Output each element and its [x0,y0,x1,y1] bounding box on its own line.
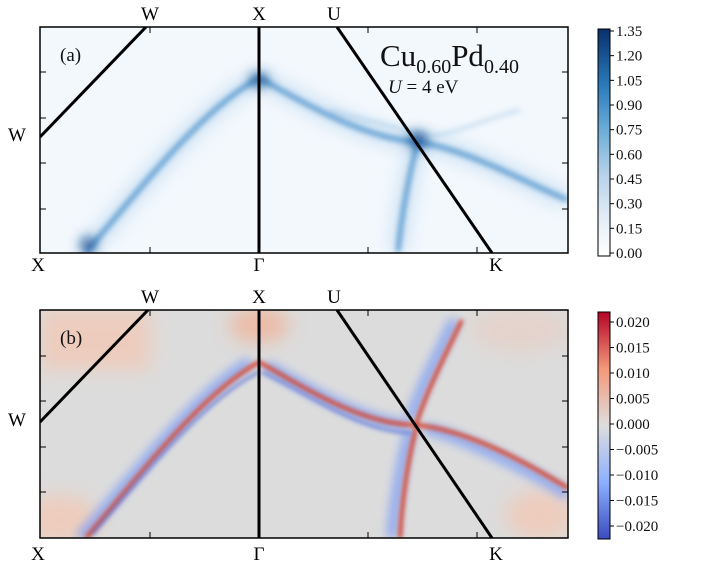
colorbar-b-tick-label: −0.005 [616,443,658,459]
panel-b-label: (b) [60,328,82,349]
kpoint-top-u: U [327,287,341,308]
colorbar-a-tick-label: 0.00 [616,246,642,262]
path-line-u-k [335,310,494,538]
difference-band [398,427,418,538]
colorbar-b-tick-label: 0.005 [616,392,650,408]
kpoint-left-w: W [8,410,26,431]
colorbar-b-tick-label: 0.015 [616,341,650,357]
kpoint-bottom-k: K [489,255,503,276]
band-line [258,76,419,144]
composition-label: Cu0.60Pd0.40 [380,38,519,78]
colorbar-b-gradient [597,311,611,540]
kpoint-bottom-gamma: Γ [254,544,265,565]
panel-a-label: (a) [60,45,81,66]
kpoint-bottom-gamma: Γ [254,255,265,276]
colorbar-a-tick-label: 0.30 [616,197,642,213]
colorbar-a-tick-label: 1.35 [616,24,642,40]
difference-band [414,319,464,426]
difference-band [258,360,417,427]
kpoint-left-w: W [8,125,26,146]
band-line [396,141,420,253]
panel-b-difference-map [40,310,568,538]
kpoint-bottom-x: X [31,544,45,565]
colorbar-b-tick-label: −0.015 [616,494,658,510]
panel-a-background [40,27,568,253]
colorbar-a-tick-label: 0.15 [616,221,642,237]
colorbar-a-tick-label: 0.75 [616,123,642,139]
colorbar-a-tick-label: 0.45 [616,172,642,188]
panel-b-frame [39,309,569,539]
colorbar-b: 0.020 0.015 0.010 0.005 0.000 −0.005 −0.010 −0.… [597,311,658,540]
band-line [84,76,260,253]
panel-a-ticks [40,27,568,253]
kpoint-top-u: U [327,4,341,25]
colorbar-a: 1.35 1.20 1.05 0.90 0.75 0.60 0.45 0.30 0.15 0.00 [597,24,642,262]
band-line [417,140,568,202]
difference-band [84,360,260,538]
panel-a: (a) Cu0.60Pd0.40 U = 4 eV W X U X Γ K W [8,4,569,276]
kpoint-top-x: X [252,4,266,25]
difference-band [415,423,568,490]
colorbar-b-tick-label: 0.000 [616,417,650,433]
colorbar-a-tick-label: 0.90 [616,98,642,114]
interaction-label: U = 4 eV [388,77,459,98]
kpoint-top-w: W [141,4,159,25]
kpoint-top-x: X [252,287,266,308]
panel-a-frame [39,26,569,254]
colorbar-a-gradient [597,28,611,257]
path-line-w-w [40,27,148,139]
path-line-u-k [335,27,494,253]
colorbar-a-tick-label: 1.05 [616,73,642,89]
colorbar-b-tick-label: 0.020 [616,315,650,331]
colorbar-b-tick-label: −0.020 [616,519,658,535]
kpoint-bottom-k: K [489,544,503,565]
panel-b-ticks [40,310,568,538]
path-line-w-w [40,310,150,424]
colorbar-b-tick-label: 0.010 [616,366,650,382]
colorbar-a-tick-label: 0.60 [616,147,642,163]
colorbar-a-tick-label: 1.20 [616,49,642,65]
kpoint-bottom-x: X [31,255,45,276]
panel-b: (b) W X U X Γ K W [8,287,569,565]
panel-a-spectral-map [40,27,568,253]
kpoint-top-w: W [141,287,159,308]
colorbar-b-tick-label: −0.010 [616,468,658,484]
